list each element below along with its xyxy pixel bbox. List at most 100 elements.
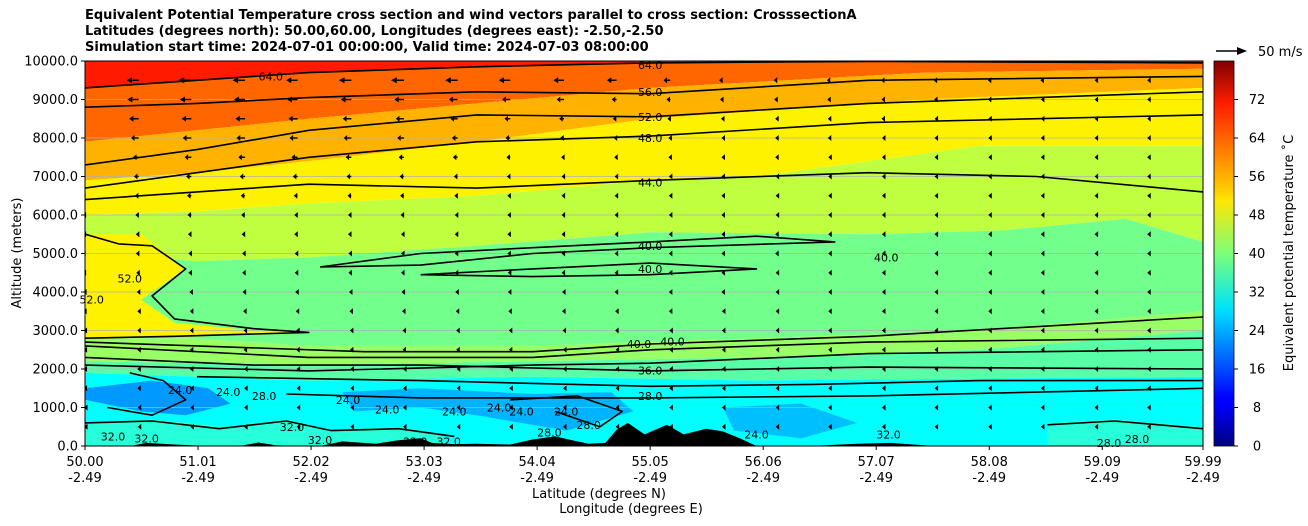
x-tick-label-longitude: -2.49: [520, 471, 554, 486]
wind-vector: [668, 308, 673, 315]
wind-vector: [934, 250, 939, 257]
wind-vector: [987, 96, 992, 103]
x-tick-label-latitude: 53.03: [405, 455, 442, 470]
quiver-key: 50 m/s: [1216, 45, 1303, 60]
wind-vector: [1094, 289, 1099, 295]
wind-vector: [775, 135, 779, 141]
wind-vector: [775, 404, 780, 411]
wind-vector: [338, 77, 352, 84]
contour-label: 28.0: [1097, 437, 1122, 450]
x-tick-label-longitude: -2.49: [633, 471, 667, 486]
wind-vector: [1147, 231, 1151, 238]
wind-vector: [669, 404, 673, 411]
contour-line-52: [85, 233, 310, 339]
wind-vector: [881, 385, 886, 392]
wind-vector: [450, 115, 458, 122]
wind-vector: [1094, 327, 1099, 334]
wind-vector: [190, 385, 194, 392]
contour-label: 24.0: [487, 402, 512, 415]
wind-vector: [291, 154, 298, 161]
wind-vector: [189, 289, 193, 295]
colorbar-tick-label: 40: [1249, 247, 1266, 262]
chart-title-line-2: Latitudes (degrees north): 50.00,60.00, …: [85, 24, 664, 39]
wind-vector: [881, 77, 885, 84]
y-tick-label: 8000.0: [33, 132, 79, 147]
wind-vector: [350, 385, 354, 392]
wind-vector: [296, 385, 301, 392]
wind-vector: [137, 327, 141, 334]
wind-vector: [934, 135, 939, 141]
wind-vector: [828, 308, 832, 315]
wind-vector: [721, 327, 726, 334]
wind-vector: [241, 231, 246, 238]
wind-vector: [294, 212, 298, 218]
wind-vector: [1040, 404, 1045, 411]
wind-vector: [1094, 308, 1099, 315]
wind-vector: [1040, 327, 1045, 334]
wind-vector: [775, 385, 780, 392]
wind-vector: [934, 289, 939, 295]
wind-vector: [988, 308, 992, 315]
wind-vector: [345, 154, 352, 161]
x-axis: 50.00-2.4951.01-2.4952.02-2.4953.03-2.49…: [66, 446, 1222, 486]
x-tick-label-latitude: 55.05: [632, 455, 669, 470]
wind-vector: [507, 231, 511, 238]
wind-vector: [721, 404, 726, 411]
wind-vector: [881, 154, 886, 161]
wind-vector: [402, 366, 407, 372]
wind-vector: [349, 327, 354, 334]
contour-line-52: [85, 91, 1203, 166]
wind-vector: [561, 173, 566, 180]
wind-vector: [347, 231, 352, 238]
wind-vector: [244, 404, 248, 411]
contour-label: 40.0: [638, 240, 663, 253]
contour-line-40: [85, 337, 1203, 359]
wind-vector: [181, 115, 192, 122]
contour-label: 64.0: [638, 59, 663, 72]
wind-vector: [721, 154, 725, 161]
wind-vector: [1147, 269, 1151, 276]
wind-vector: [721, 366, 726, 372]
wind-vector: [1040, 212, 1045, 218]
contour-label: 64.0: [259, 70, 284, 83]
wind-vector: [232, 77, 246, 84]
wind-vector: [988, 154, 992, 161]
wind-vector: [294, 269, 299, 276]
wind-vector: [456, 385, 461, 392]
wind-vector: [135, 231, 140, 238]
wind-vector: [1040, 346, 1045, 353]
wind-vector: [508, 308, 512, 315]
contour-line-56: [85, 75, 1203, 108]
contour-label: 24.0: [744, 428, 769, 441]
wind-vector: [504, 115, 511, 122]
x-axis-title-latitude: Latitude (degrees N): [532, 487, 666, 502]
wind-vector: [402, 346, 407, 353]
x-tick-label-latitude: 51.01: [179, 455, 216, 470]
wind-vector: [397, 135, 404, 141]
wind-vector: [296, 423, 301, 430]
wind-vector: [402, 308, 406, 315]
wind-vector: [1040, 96, 1045, 103]
wind-vector: [828, 346, 832, 353]
wind-vector: [934, 404, 939, 411]
wind-vector: [775, 212, 780, 218]
colorbar-tick-label: 24: [1249, 324, 1266, 339]
theta-fill-region: [342, 388, 634, 431]
wind-vector: [988, 231, 992, 238]
wind-vector: [136, 289, 141, 295]
wind-vector: [1147, 423, 1151, 430]
colorbar-label: Equivalent potential temperature ˚C: [1281, 135, 1297, 371]
wind-vector: [826, 77, 831, 84]
y-axis: 0.0 1000.0 2000.0 3000.0 4000.0 5000.0 6000.0 7…: [24, 55, 85, 455]
wind-vector: [243, 327, 248, 334]
wind-vector: [401, 269, 405, 276]
colorbar-tick-label: 56: [1249, 170, 1266, 185]
colorbar-tick-label: 16: [1249, 363, 1266, 378]
wind-vector: [137, 423, 142, 430]
wind-vector: [134, 192, 139, 199]
x-tick-label-latitude: 54.04: [519, 455, 556, 470]
wind-vector: [934, 212, 939, 218]
wind-vector: [775, 250, 779, 257]
wind-vector: [721, 346, 726, 353]
colorbar-tick-label: 32: [1249, 286, 1266, 301]
